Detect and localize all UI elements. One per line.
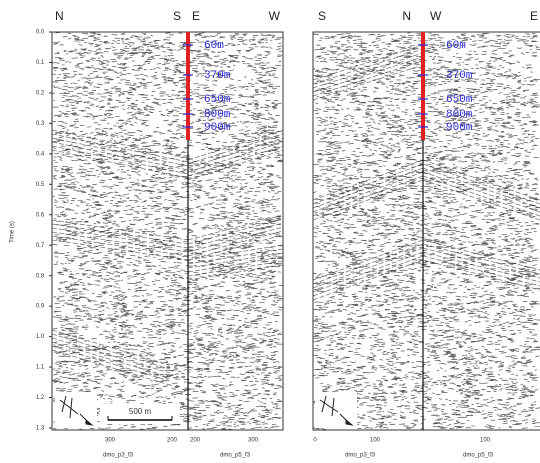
x-tick-label: 100: [480, 438, 491, 444]
depth-label: 650m: [446, 94, 473, 106]
scale-bar: 500 m: [100, 404, 180, 424]
direction-label: S: [173, 9, 181, 23]
x-tick-label: 100: [370, 438, 381, 444]
y-tick-label: 1.1: [36, 365, 45, 371]
y-tick-label: 0.5: [36, 182, 45, 188]
y-tick-label: 0.2: [36, 91, 45, 97]
direction-label: N: [55, 9, 64, 23]
line-name: dmo_p3_f3: [345, 453, 376, 459]
y-tick-label: 1.2: [36, 395, 45, 401]
depth-label: 370m: [204, 70, 231, 82]
depth-label: 370m: [446, 70, 473, 82]
y-tick-label: 0.8: [36, 273, 45, 279]
depth-label: 900m: [446, 122, 473, 134]
y-tick-label: 0.0: [36, 30, 45, 36]
reflectors: [51, 44, 540, 386]
north-arrow: [55, 392, 357, 428]
y-tick-label: 0.9: [36, 304, 45, 310]
y-tick-label: 0.7: [36, 243, 45, 249]
direction-label: N: [402, 9, 411, 23]
x-tick-label: 0: [313, 438, 317, 444]
y-tick-label: 1.3: [36, 426, 45, 432]
y-tick-label: 0.3: [36, 121, 45, 127]
line-name: dmo_p3_f3: [103, 453, 134, 459]
depth-label: 60m: [446, 40, 466, 52]
y-tick-label: 0.6: [36, 212, 45, 218]
line-name: dmo_p5_f3: [220, 453, 251, 459]
line-name: dmo_p5_f3: [463, 453, 494, 459]
depth-label: 800m: [204, 109, 231, 121]
y-tick-label: 0.1: [36, 60, 45, 66]
x-tick-label: 200: [167, 438, 178, 444]
y-tick-label: 0.4: [36, 151, 45, 157]
direction-label: S: [318, 9, 326, 23]
panel-frame: [312, 31, 540, 431]
x-tick-label: 200: [190, 438, 201, 444]
depth-label: 800m: [446, 109, 473, 121]
direction-label: E: [192, 9, 200, 23]
direction-label: W: [430, 9, 442, 23]
scale-bar-bg: [100, 404, 180, 424]
scale-bar-label: 500 m: [129, 407, 152, 416]
well-log: [186, 32, 190, 140]
depth-label: 900m: [204, 122, 231, 134]
y-tick-label: 1.0: [36, 334, 45, 340]
y-axis-label: Time (s): [10, 221, 16, 243]
x-tick-label: 300: [105, 438, 116, 444]
well-log: [421, 32, 425, 140]
depth-label: 60m: [204, 40, 224, 52]
direction-label: E: [530, 9, 538, 23]
depth-label: 650m: [204, 94, 231, 106]
direction-label: W: [269, 9, 281, 23]
panel-frame: [51, 31, 284, 431]
x-tick-label: 300: [248, 438, 259, 444]
